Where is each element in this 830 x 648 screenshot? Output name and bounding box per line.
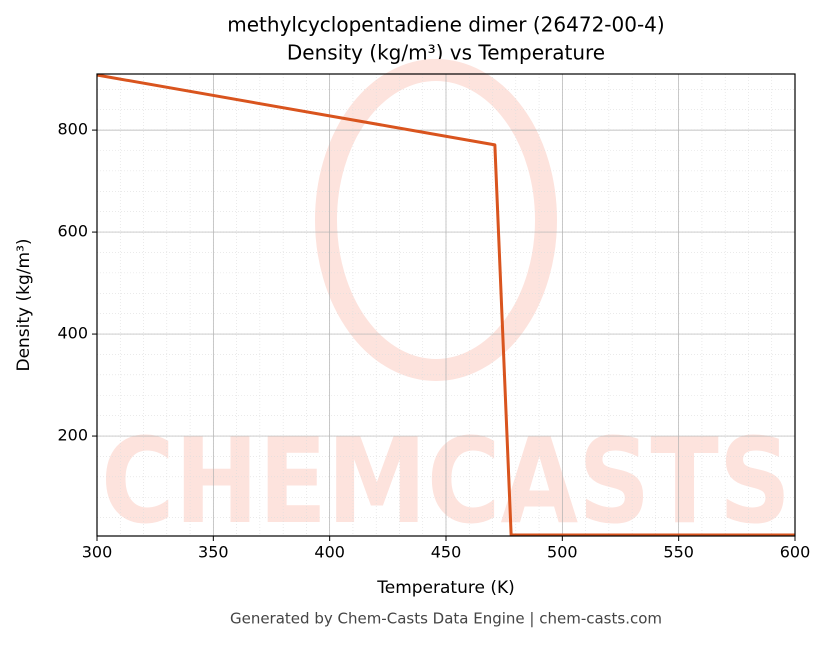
x-tick-label: 500 bbox=[547, 543, 578, 562]
y-tick-label: 400 bbox=[57, 324, 88, 343]
plot-frame bbox=[96, 73, 796, 537]
data-line bbox=[96, 73, 795, 537]
x-tick-label: 550 bbox=[663, 543, 694, 562]
y-tick-label: 200 bbox=[57, 426, 88, 445]
y-tick-label: 600 bbox=[57, 222, 88, 241]
watermark-logo bbox=[315, 59, 557, 381]
chart-title: methylcyclopentadiene dimer (26472-00-4) bbox=[227, 13, 664, 37]
x-tick-label: 350 bbox=[198, 543, 229, 562]
y-axis-label: Density (kg/m³) bbox=[14, 238, 34, 371]
x-tick-label: 450 bbox=[431, 543, 462, 562]
y-tick-label: 800 bbox=[57, 120, 88, 139]
x-tick-label: 400 bbox=[314, 543, 345, 562]
x-tick-label: 600 bbox=[780, 543, 811, 562]
x-tick-label: 300 bbox=[82, 543, 113, 562]
footer: Generated by Chem-Casts Data Engine | ch… bbox=[230, 610, 662, 628]
x-axis-label: Temperature (K) bbox=[376, 578, 515, 598]
